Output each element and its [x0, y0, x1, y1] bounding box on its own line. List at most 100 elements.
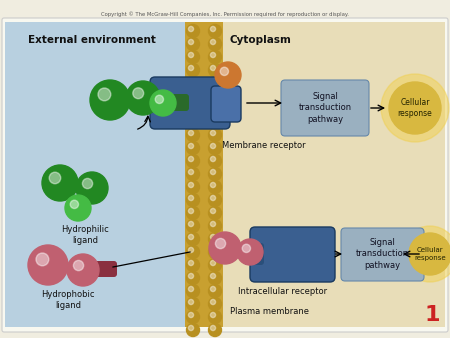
Circle shape: [220, 67, 229, 75]
FancyBboxPatch shape: [150, 77, 230, 129]
Bar: [218, 22, 445, 327]
Circle shape: [186, 193, 199, 207]
Circle shape: [209, 232, 241, 264]
FancyBboxPatch shape: [244, 243, 264, 265]
Circle shape: [189, 91, 194, 97]
Circle shape: [208, 116, 221, 128]
FancyBboxPatch shape: [186, 94, 220, 114]
Circle shape: [211, 312, 216, 318]
Circle shape: [211, 40, 216, 45]
Circle shape: [208, 38, 221, 50]
Circle shape: [189, 325, 194, 331]
Circle shape: [186, 259, 199, 271]
Text: Copyright © The McGraw-Hill Companies, Inc. Permission required for reproduction: Copyright © The McGraw-Hill Companies, I…: [101, 11, 349, 17]
FancyBboxPatch shape: [281, 80, 369, 136]
Circle shape: [186, 297, 199, 311]
Circle shape: [216, 238, 225, 249]
Circle shape: [186, 245, 199, 259]
Text: Hydrophilic
ligand: Hydrophilic ligand: [61, 224, 109, 245]
Circle shape: [189, 247, 194, 252]
Circle shape: [186, 76, 199, 90]
Circle shape: [90, 80, 130, 120]
Text: 1: 1: [424, 305, 440, 325]
Circle shape: [208, 102, 221, 116]
Circle shape: [189, 40, 194, 45]
Circle shape: [208, 245, 221, 259]
Circle shape: [189, 169, 194, 175]
Circle shape: [215, 62, 241, 88]
Circle shape: [211, 325, 216, 331]
Circle shape: [208, 219, 221, 233]
Circle shape: [28, 245, 68, 285]
Circle shape: [208, 64, 221, 76]
Circle shape: [211, 52, 216, 57]
Circle shape: [186, 154, 199, 168]
Circle shape: [186, 219, 199, 233]
Circle shape: [409, 233, 450, 275]
Circle shape: [189, 183, 194, 188]
FancyBboxPatch shape: [93, 261, 117, 277]
Circle shape: [211, 78, 216, 83]
Circle shape: [82, 178, 93, 189]
Circle shape: [126, 81, 160, 115]
Circle shape: [186, 311, 199, 323]
Circle shape: [208, 50, 221, 64]
Circle shape: [186, 207, 199, 219]
Circle shape: [49, 172, 61, 184]
FancyBboxPatch shape: [211, 86, 241, 122]
Circle shape: [189, 65, 194, 71]
Circle shape: [211, 286, 216, 292]
Circle shape: [189, 117, 194, 123]
Circle shape: [189, 52, 194, 57]
Circle shape: [36, 253, 49, 266]
FancyBboxPatch shape: [169, 94, 189, 111]
Circle shape: [186, 38, 199, 50]
Circle shape: [208, 24, 221, 38]
Bar: [5, 22, 190, 327]
Circle shape: [186, 50, 199, 64]
FancyBboxPatch shape: [341, 228, 424, 281]
Circle shape: [208, 90, 221, 102]
Circle shape: [189, 312, 194, 318]
Circle shape: [186, 168, 199, 180]
Circle shape: [208, 259, 221, 271]
Circle shape: [208, 168, 221, 180]
Circle shape: [211, 130, 216, 136]
Circle shape: [189, 195, 194, 200]
Circle shape: [211, 26, 216, 31]
Text: Cellular
response: Cellular response: [414, 247, 446, 261]
Circle shape: [189, 156, 194, 162]
Circle shape: [42, 165, 78, 201]
Circle shape: [211, 195, 216, 200]
Circle shape: [189, 299, 194, 305]
Circle shape: [186, 116, 199, 128]
Circle shape: [402, 226, 450, 282]
Circle shape: [208, 233, 221, 245]
Circle shape: [186, 128, 199, 142]
Circle shape: [70, 200, 78, 209]
Circle shape: [186, 64, 199, 76]
Circle shape: [211, 221, 216, 226]
Text: Plasma membrane: Plasma membrane: [230, 308, 309, 316]
Text: Signal
transduction
pathway: Signal transduction pathway: [298, 92, 351, 124]
Circle shape: [76, 172, 108, 204]
Circle shape: [211, 209, 216, 214]
Circle shape: [211, 183, 216, 188]
FancyBboxPatch shape: [2, 18, 448, 332]
Circle shape: [65, 195, 91, 221]
Circle shape: [186, 180, 199, 193]
Circle shape: [189, 104, 194, 110]
Circle shape: [98, 88, 111, 101]
Circle shape: [186, 142, 199, 154]
Circle shape: [211, 169, 216, 175]
Circle shape: [381, 74, 449, 142]
Circle shape: [133, 88, 144, 99]
Circle shape: [389, 82, 441, 134]
Circle shape: [211, 104, 216, 110]
Text: Intracellular receptor: Intracellular receptor: [238, 288, 327, 296]
Circle shape: [208, 271, 221, 285]
Circle shape: [208, 142, 221, 154]
Text: Signal
transduction
pathway: Signal transduction pathway: [356, 238, 409, 270]
Circle shape: [208, 285, 221, 297]
Circle shape: [150, 90, 176, 116]
